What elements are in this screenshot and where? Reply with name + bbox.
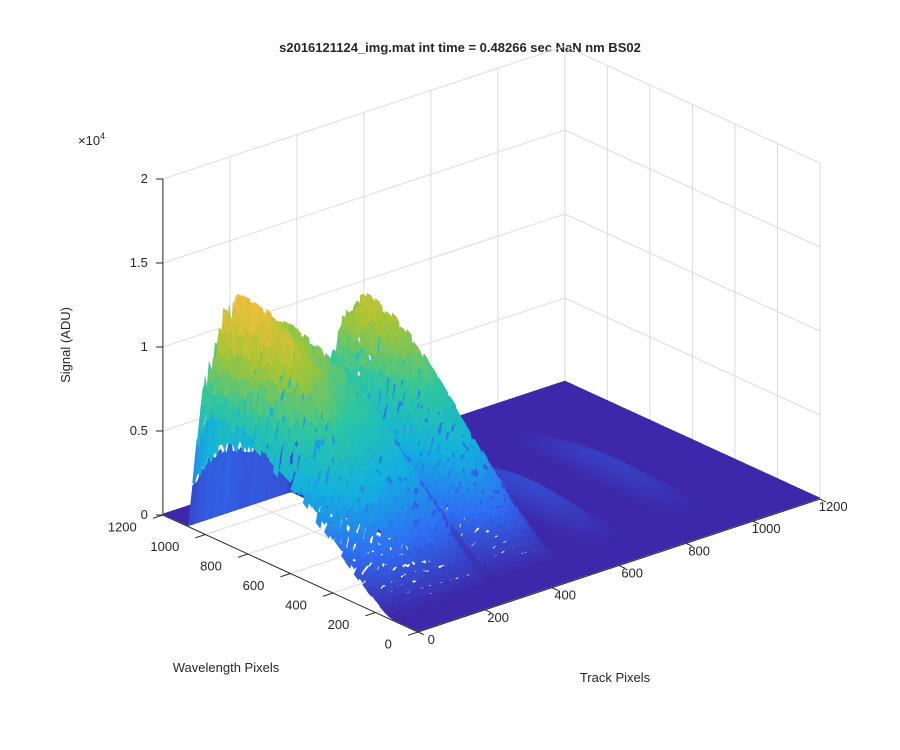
gridline (564, 297, 821, 416)
gridline (162, 45, 566, 180)
gridline (162, 129, 566, 264)
gridline (564, 45, 821, 164)
surface (162, 292, 821, 632)
gridline (564, 213, 821, 332)
gridline (564, 129, 821, 248)
chart-title: s2016121124_img.mat int time = 0.48266 s… (279, 40, 641, 55)
